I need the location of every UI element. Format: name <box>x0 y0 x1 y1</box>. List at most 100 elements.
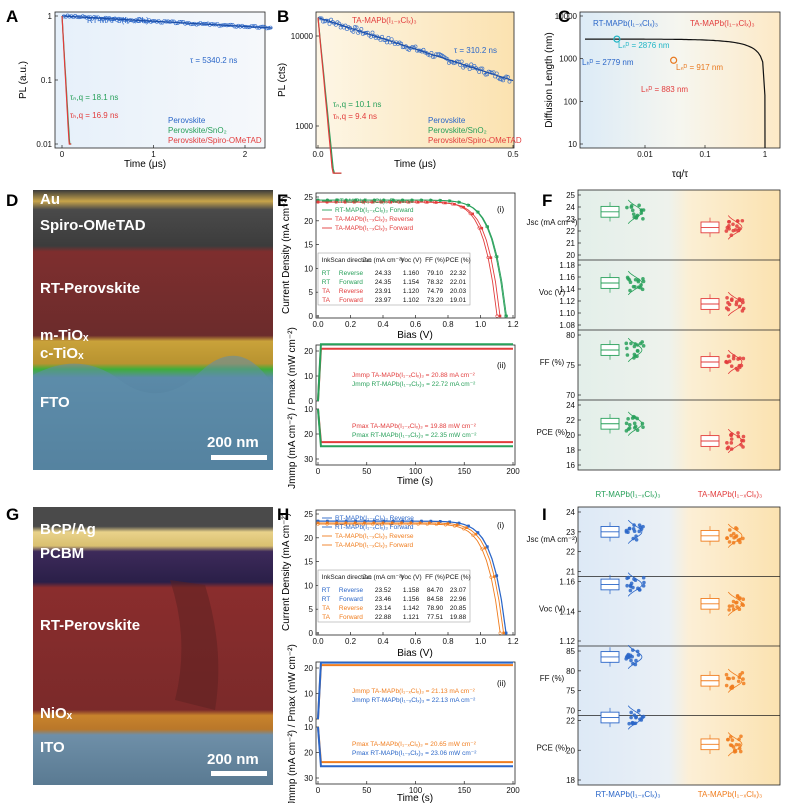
box-point <box>628 288 632 293</box>
table-cell: 23.07 <box>450 587 467 594</box>
box-ytick-label: 80 <box>566 331 575 340</box>
box-point <box>738 540 742 545</box>
box-point <box>737 746 742 751</box>
box-point <box>741 536 745 541</box>
jv-marker <box>343 522 347 526</box>
jv-marker <box>480 226 484 230</box>
jv-marker <box>361 522 366 526</box>
box-ytick-label: 1.08 <box>559 321 575 330</box>
box-point <box>733 228 738 232</box>
box-ytick-label: 24 <box>566 401 575 410</box>
box-distribution-curve <box>727 732 743 757</box>
panel-a-pl-decay-rt: A RT-MAPb(I₁₋ₓClₓ)₃ 0 1 210.10.01 Time (μs… <box>6 7 273 170</box>
box-metric-label: PCE (%) <box>536 743 567 752</box>
table-cell: 23.46 <box>375 596 392 603</box>
box-point <box>634 537 639 542</box>
panel-h-jv-stability: H (i) 0.0 0.2 0.4 0.6 0.8 1.0 1.2 0 5 10 15 20 25 Bi… <box>277 505 520 803</box>
box-ytick-label: 1.16 <box>559 273 575 282</box>
a-point-perovskite <box>126 18 131 23</box>
table-header: FF (%) <box>425 257 445 264</box>
table-header: Scan direction <box>330 574 372 581</box>
box-point <box>727 676 731 681</box>
box-point <box>635 649 640 654</box>
box-distribution-curve <box>627 411 643 436</box>
c-point-ta <box>670 56 678 64</box>
layer-perovskite-d: RT-Perovskite <box>40 280 140 297</box>
jv-marker <box>498 314 502 318</box>
box-point <box>739 363 744 368</box>
legend-h-i: RT-MAPb(I₁₋ₓClₓ)₃ Reverse RT-MAPb(I₁₋ₓClₓ… <box>322 515 414 549</box>
inset-e-i: (i) <box>497 205 504 214</box>
xlabel-b: Time (μs) <box>394 159 436 170</box>
panel-d-sem-image: D Au Spiro-OMeTAD RT-Perovskite m-TiOₓ c… <box>6 190 273 470</box>
jv-xtick-label: 0.2 <box>345 637 357 646</box>
jv-marker <box>441 201 446 205</box>
jv-marker <box>387 200 392 204</box>
legend-a-1: Perovskite <box>168 116 206 125</box>
jv-marker <box>450 202 454 206</box>
scale-bar-g <box>211 771 267 776</box>
box-point <box>738 356 742 360</box>
table-cell: RT <box>322 587 331 594</box>
box-point <box>629 581 634 586</box>
box-point <box>626 652 631 657</box>
box-point <box>628 280 633 284</box>
legend-e-ii-1: Jmmp TA-MAPb(I₁₋ₓClₓ)₃ = 20.88 mA cm⁻² <box>352 372 476 379</box>
box-point <box>731 745 736 749</box>
jv-xtick-label: 0.6 <box>410 320 422 329</box>
jv-marker <box>405 200 410 204</box>
box-distribution-curve <box>627 519 643 544</box>
panel-letter-e: E <box>277 191 288 210</box>
box-point <box>625 205 629 210</box>
box-point <box>726 307 731 312</box>
box-point <box>632 344 637 349</box>
jv-curve <box>318 523 501 634</box>
box-point <box>736 228 741 233</box>
box-point <box>628 588 633 593</box>
box-ytick-label: 1.14 <box>559 285 575 294</box>
box-point <box>730 298 734 303</box>
box-ytick-label: 1.14 <box>559 607 575 616</box>
tau-b-3: τₕ,q = 9.4 ns <box>333 112 377 121</box>
box-point <box>727 608 731 612</box>
panel-f-box-stats: F 25 24 23 22 21 20 Jsc (mA cm⁻²) 1.18 1.16 1.14 1… <box>527 189 781 499</box>
box-point <box>625 346 629 351</box>
box-point <box>632 421 637 426</box>
box-point <box>624 341 629 346</box>
jv-curve <box>318 201 498 317</box>
jv-marker <box>447 199 451 203</box>
axis-e-i: 0.0 0.2 0.4 0.6 0.8 1.0 1.2 0 5 10 15 20 25 <box>304 193 519 329</box>
a-point-perovskite <box>251 24 256 29</box>
box-distribution-curve <box>627 199 643 224</box>
jv-curve <box>318 520 507 634</box>
jv-marker <box>381 521 385 525</box>
box-point <box>727 219 732 224</box>
jv-ytick-label: 5 <box>309 288 314 297</box>
jv-marker <box>370 200 374 204</box>
table-cell: 84.58 <box>427 596 444 603</box>
b-point-perovskite <box>351 29 356 34</box>
jv-marker <box>390 521 394 525</box>
b-point-perovskite <box>413 44 418 49</box>
b-point-perovskite <box>354 25 359 30</box>
legend-b-1: Perovskite <box>428 116 466 125</box>
a-point-perovskite <box>92 15 97 19</box>
box-point <box>640 340 644 344</box>
jv-marker <box>505 314 508 318</box>
panel-c-diffusion-length: C RT-MAPb(I₁₋ₓClₓ)₃ TA-MAPb(I₁₋ₓClₓ)₃ 0.… <box>544 7 781 180</box>
ylabel-e-i: Current Density (mA cm⁻²) <box>281 196 292 314</box>
jv-marker <box>504 631 508 635</box>
a-point-perovskite <box>170 19 174 24</box>
cat-f-2: TA-MAPb(I₁₋ₓClₓ)₃ <box>698 490 763 499</box>
box-distribution-curve <box>727 291 743 317</box>
box-ytick-label: 18 <box>566 446 575 455</box>
table-cell: 78.90 <box>427 605 444 612</box>
table-cell: 78.32 <box>427 279 444 286</box>
box-point <box>726 354 731 358</box>
st-xtick-label: 100 <box>409 786 423 795</box>
box-point <box>625 583 629 588</box>
a-point-perovskite <box>194 22 199 27</box>
b-point-perovskite <box>469 62 474 67</box>
jv-marker <box>325 522 329 526</box>
box-point <box>731 599 736 604</box>
